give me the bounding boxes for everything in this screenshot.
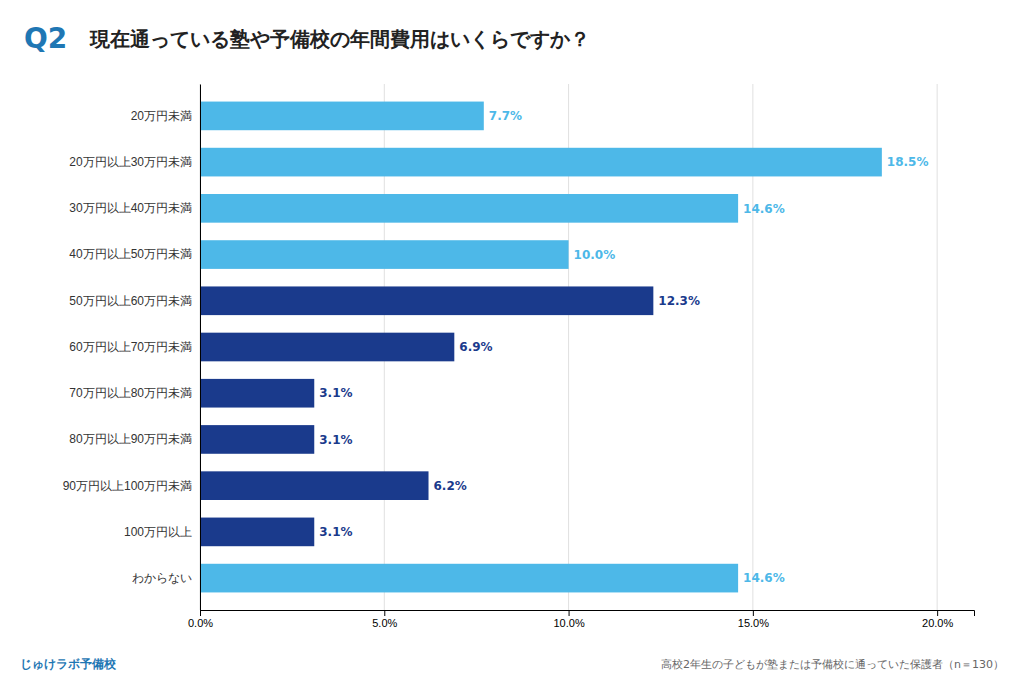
x-axis-line xyxy=(201,611,975,617)
data-label: 7.7% xyxy=(489,109,522,123)
data-label: 3.1% xyxy=(319,386,352,400)
y-tick: 100万円以上 xyxy=(124,525,192,539)
y-tick-label: 90万円以上100万円未満 xyxy=(63,479,192,493)
data-label: 10.0% xyxy=(574,248,616,262)
bar xyxy=(200,518,314,547)
y-tick: 90万円以上100万円未満 xyxy=(63,479,192,493)
y-tick-label: 100万円以上 xyxy=(124,525,192,539)
x-tick-label: 15.0% xyxy=(738,617,769,629)
y-tick-label: 20万円未満 xyxy=(131,109,192,123)
bar xyxy=(200,102,484,131)
y-tick: 60万円以上70万円未満 xyxy=(69,340,192,354)
data-label: 14.6% xyxy=(743,202,785,216)
y-axis: 20万円未満 20万円以上30万円未満 30万円以上40万円未満 40万円以上50万円… xyxy=(63,85,201,611)
grid-line xyxy=(937,84,938,610)
title: 現在通っている塾や予備校の年間費用はいくらですか？ xyxy=(89,27,590,51)
x-tick-label: 10.0% xyxy=(553,617,584,629)
y-tick: 40万円以上50万円未満 xyxy=(69,247,192,261)
data-label: 3.1% xyxy=(319,525,352,539)
x-tick-label: 5.0% xyxy=(372,617,397,629)
x-tick-mark xyxy=(569,610,570,616)
y-tick-label: わからない xyxy=(132,571,192,585)
bar xyxy=(200,194,738,223)
footnote: 高校2年生の子どもが塾または予備校に通っていた保護者（n＝130） xyxy=(661,658,1004,671)
bar xyxy=(200,148,882,177)
y-tick: 70万円以上80万円未満 xyxy=(69,386,192,400)
chart: Q2 現在通っている塾や予備校の年間費用はいくらですか？ 7.7% 18.5% 14.6… xyxy=(0,0,1024,684)
y-tick: 20万円未満 xyxy=(131,109,192,123)
data-labels: 7.7% 18.5% 14.6% 10.0% 12.3% 6.9% 3.1% 3.1% 6.2%… xyxy=(319,109,928,585)
y-tick: わからない xyxy=(132,571,192,585)
y-tick: 80万円以上90万円未満 xyxy=(69,432,192,446)
x-tick-mark xyxy=(200,610,201,616)
grid xyxy=(200,84,937,610)
x-tick: 5.0% xyxy=(372,610,397,629)
plot: 7.7% 18.5% 14.6% 10.0% 12.3% 6.9% 3.1% 3.1% 6.2%… xyxy=(63,84,975,629)
bar xyxy=(200,564,738,593)
y-tick: 50万円以上60万円未満 xyxy=(69,294,192,308)
logo-text: じゅけラボ予備校 xyxy=(20,657,117,671)
x-tick: 20.0% xyxy=(922,610,953,629)
bar xyxy=(200,286,653,315)
bar xyxy=(200,379,314,408)
data-label: 18.5% xyxy=(887,155,929,169)
grid-line xyxy=(200,84,201,610)
x-tick-mark xyxy=(753,610,754,616)
x-axis: 0.0% 5.0% 10.0% 15.0% 20.0% xyxy=(188,610,975,629)
y-tick-label: 50万円以上60万円未満 xyxy=(69,294,192,308)
y-tick-label: 80万円以上90万円未満 xyxy=(69,432,192,446)
y-tick-label: 40万円以上50万円未満 xyxy=(69,247,192,261)
question-label: Q2 xyxy=(24,22,67,55)
bar xyxy=(200,425,314,454)
bar xyxy=(200,333,454,362)
data-label: 6.9% xyxy=(459,340,492,354)
x-tick: 0.0% xyxy=(188,610,213,629)
y-tick: 20万円以上30万円未満 xyxy=(69,155,192,169)
y-tick-label: 30万円以上40万円未満 xyxy=(69,201,192,215)
x-tick-mark xyxy=(384,610,385,616)
x-tick: 15.0% xyxy=(738,610,769,629)
y-tick-label: 20万円以上30万円未満 xyxy=(69,155,192,169)
bars xyxy=(200,102,882,593)
bar xyxy=(200,240,569,269)
data-label: 6.2% xyxy=(434,479,467,493)
bar xyxy=(200,471,429,500)
data-label: 12.3% xyxy=(658,294,700,308)
data-label: 3.1% xyxy=(319,433,352,447)
x-tick-mark xyxy=(937,610,938,616)
data-label: 14.6% xyxy=(743,571,785,585)
y-tick-label: 60万円以上70万円未満 xyxy=(69,340,192,354)
y-tick-label: 70万円以上80万円未満 xyxy=(69,386,192,400)
x-tick-label: 20.0% xyxy=(922,617,953,629)
x-tick-label: 0.0% xyxy=(188,617,213,629)
x-tick: 10.0% xyxy=(553,610,584,629)
y-tick: 30万円以上40万円未満 xyxy=(69,201,192,215)
y-axis-line xyxy=(200,85,201,611)
